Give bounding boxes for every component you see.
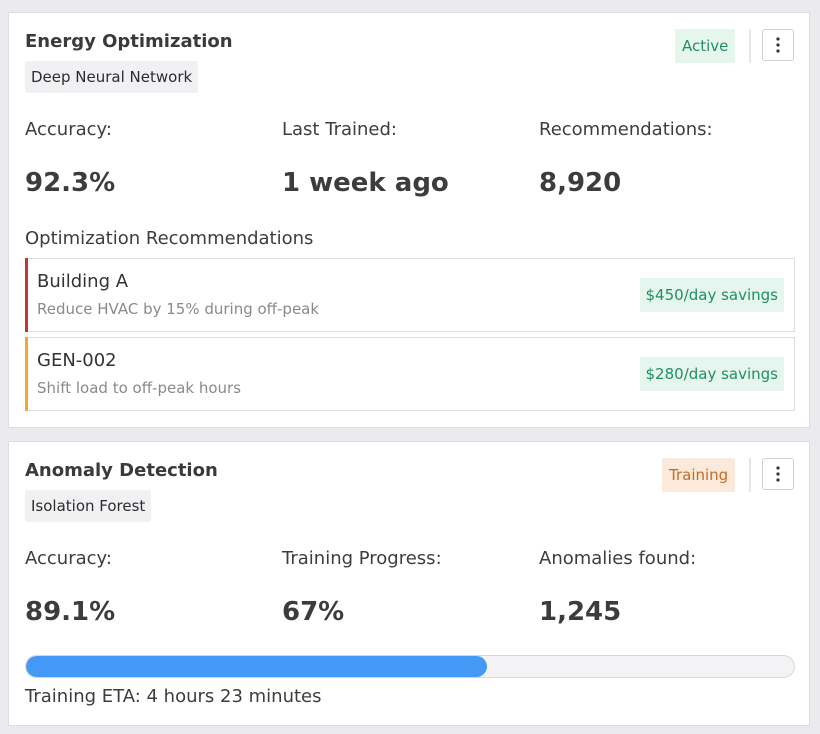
accuracy-label: Accuracy: [25,119,112,140]
status-badge: Training [662,458,736,492]
accuracy-label: Accuracy: [25,548,112,569]
last-trained-value: 1 week ago [282,168,449,198]
more-vertical-icon [776,466,780,482]
accuracy-value: 89.1% [25,597,116,627]
header-divider [749,29,751,63]
anomalies-found-label: Anomalies found: [539,548,697,569]
priority-indicator [25,258,28,332]
anomalies-found-value: 1,245 [539,597,622,627]
progress-fill [26,656,487,677]
recommendation-description: Shift load to off-peak hours [37,379,242,397]
recommendation-target: Building A [37,271,129,292]
accuracy-value: 92.3% [25,168,116,198]
savings-badge: $450/day savings [639,278,784,312]
model-card-anomaly-detection: Anomaly Detection Isolation Forest Train… [8,441,810,726]
recommendations-label: Recommendations: [539,119,713,140]
recommendation-item[interactable]: Building A Reduce HVAC by 15% during off… [25,258,795,332]
training-progress-bar [25,655,795,678]
more-options-button[interactable] [762,458,794,490]
training-eta: Training ETA: 4 hours 23 minutes [25,686,322,707]
savings-badge: $280/day savings [639,357,784,391]
recommendation-item[interactable]: GEN-002 Shift load to off-peak hours $28… [25,337,795,411]
model-type-chip: Deep Neural Network [25,61,199,93]
recommendation-description: Reduce HVAC by 15% during off-peak [37,300,320,318]
priority-indicator [25,337,28,411]
section-title: Optimization Recommendations [25,228,314,249]
header-divider [749,458,751,492]
more-options-button[interactable] [762,29,794,61]
status-badge: Active [675,29,736,63]
card-title: Energy Optimization [25,31,233,52]
model-type-chip: Isolation Forest [25,490,152,522]
recommendation-target: GEN-002 [37,350,117,371]
more-vertical-icon [776,37,780,53]
training-progress-value: 67% [282,597,345,627]
training-progress-label: Training Progress: [282,548,442,569]
last-trained-label: Last Trained: [282,119,397,140]
recommendations-value: 8,920 [539,168,622,198]
model-card-energy-optimization: Energy Optimization Deep Neural Network … [8,12,810,428]
card-title: Anomaly Detection [25,460,218,481]
